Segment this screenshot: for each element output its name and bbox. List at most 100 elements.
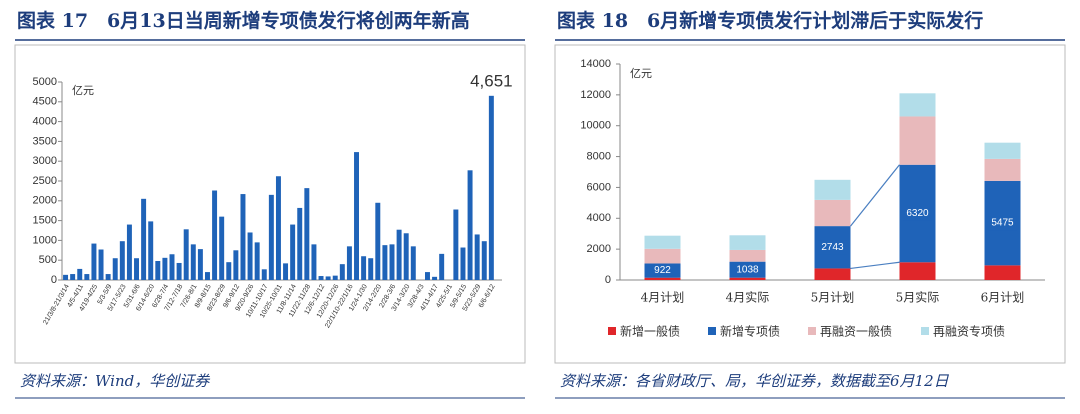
panel-frame (14, 44, 526, 364)
bar-segment (644, 277, 681, 280)
value-label-bg (902, 206, 933, 221)
y-tick-label: 2500 (33, 175, 57, 187)
bar-segment (644, 235, 681, 249)
unit-label: 亿元 (72, 84, 94, 97)
y-tick-label: 3000 (33, 155, 57, 167)
bar (183, 229, 189, 280)
connector (850, 164, 900, 227)
bar (261, 269, 267, 280)
y-tick-label: 14000 (580, 58, 611, 70)
bar-segment (729, 249, 766, 262)
y-tick-label: 4000 (587, 212, 611, 224)
y-tick-label: 0 (51, 274, 57, 286)
bar (283, 263, 289, 280)
value-label-bg (817, 240, 848, 255)
bar (474, 234, 480, 280)
legend-label: 新增一般债 (620, 324, 680, 339)
bar (425, 272, 430, 280)
y-tick-label: 2000 (587, 243, 611, 255)
bar (304, 188, 310, 280)
chart-title: 图表 18 6月新增专项债发行计划滞后于实际发行 (557, 9, 983, 32)
bar (467, 170, 473, 280)
bar (91, 243, 97, 280)
y-tick-label: 8000 (587, 150, 611, 162)
bar (176, 262, 182, 280)
x-tick-label: 6月计划 (981, 291, 1025, 305)
bar (410, 246, 416, 280)
x-tick-label: 4月实际 (726, 290, 770, 305)
bar (297, 207, 303, 280)
y-tick-label: 1000 (33, 234, 57, 246)
value-label: 5475 (991, 218, 1014, 229)
bar (439, 253, 445, 280)
panel-frame (554, 44, 1066, 364)
bar (268, 194, 274, 280)
bar (112, 258, 118, 280)
legend-swatch (808, 327, 816, 335)
bar (325, 276, 331, 280)
bar (162, 257, 168, 280)
bar (346, 246, 352, 280)
value-label: 4,651 (470, 71, 513, 90)
bar (205, 272, 210, 280)
bar (460, 247, 466, 280)
bar-segment (729, 277, 766, 280)
bar (233, 250, 239, 280)
bar (368, 258, 374, 280)
bar-segment (644, 248, 681, 264)
bar (332, 275, 338, 280)
y-tick-label: 10000 (580, 120, 611, 132)
y-tick-label: 5000 (33, 76, 57, 88)
bar (403, 233, 409, 280)
value-label: 922 (654, 265, 671, 276)
legend-swatch (708, 327, 716, 335)
bar (361, 256, 367, 280)
bar (190, 244, 196, 280)
bar (77, 268, 83, 280)
bar (119, 241, 125, 280)
bar (318, 276, 324, 280)
bar-segment (814, 179, 851, 200)
value-label-bg (647, 263, 678, 278)
bar (254, 242, 260, 280)
x-tick-label: 4月计划 (641, 291, 685, 305)
bar-segment (729, 235, 766, 250)
y-tick-label: 500 (39, 254, 57, 266)
y-tick-label: 0 (605, 274, 611, 286)
bar (290, 224, 296, 280)
connector (850, 261, 900, 270)
legend-label: 新增专项债 (720, 324, 780, 339)
bar (98, 249, 104, 280)
y-tick-label: 3500 (33, 135, 57, 147)
unit-label: 亿元 (630, 67, 652, 80)
y-tick-label: 12000 (580, 89, 611, 101)
legend-label: 再融资一般债 (820, 324, 892, 339)
bar (63, 274, 69, 280)
bar (375, 202, 381, 280)
legend-swatch (608, 327, 616, 335)
bar (134, 258, 139, 280)
chart-title: 图表 17 6月13日当周新增专项债发行将创两年新高 (17, 9, 470, 32)
x-tick-label: 5月计划 (811, 291, 855, 305)
bar-segment (899, 262, 936, 280)
bar (197, 249, 203, 280)
source: 资料来源：各省财政厅、局，华创证券，数据截至6月12日 (560, 372, 950, 390)
y-tick-label: 4000 (33, 116, 57, 128)
bar (481, 241, 487, 280)
legend-swatch (921, 327, 929, 335)
value-label: 1038 (736, 264, 759, 275)
bar (396, 229, 402, 280)
bar (70, 274, 76, 280)
bar (382, 245, 388, 280)
bar (155, 260, 161, 280)
bar (141, 198, 147, 280)
bar (275, 176, 281, 280)
y-tick-label: 2000 (33, 195, 57, 207)
bar (311, 244, 317, 280)
bar-segment (984, 142, 1021, 159)
y-tick-label: 1500 (33, 215, 57, 227)
value-label: 2743 (821, 242, 844, 253)
bar-segment (984, 265, 1021, 280)
bar-segment (814, 268, 851, 280)
y-tick-label: 6000 (587, 181, 611, 193)
